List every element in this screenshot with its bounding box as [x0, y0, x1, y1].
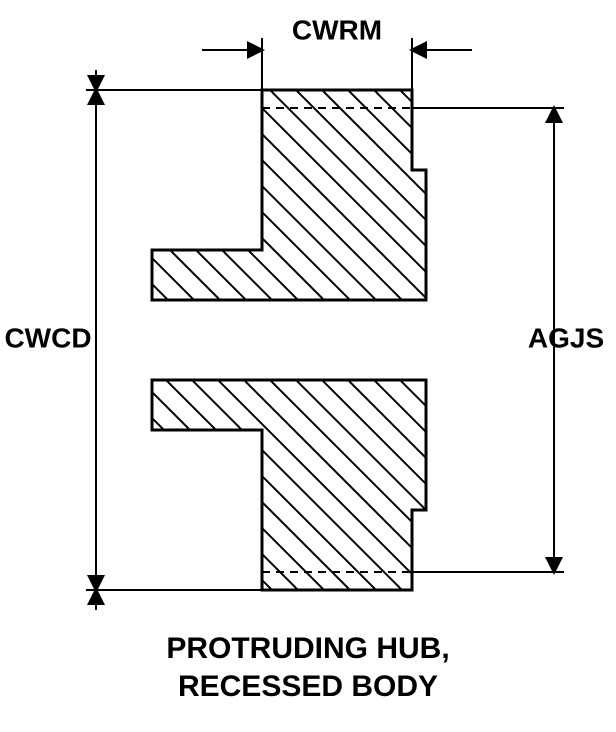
caption-line-2: RECESSED BODY	[0, 668, 616, 706]
hatch-upper	[102, 0, 476, 634]
dimension-cwcd	[86, 70, 262, 610]
cross-section-svg: CWRM CWCD AGJS	[0, 0, 616, 732]
caption-line-1: PROTRUDING HUB,	[0, 630, 616, 668]
label-cwcd: CWCD	[4, 322, 91, 353]
diagram-container: CWRM CWCD AGJS PROTRUDING HUB, RECESSED …	[0, 0, 616, 732]
label-cwrm: CWRM	[292, 14, 382, 45]
upper-section-outline	[152, 90, 426, 300]
caption: PROTRUDING HUB, RECESSED BODY	[0, 630, 616, 705]
dimension-cwrm	[202, 38, 472, 90]
lower-section-outline	[152, 380, 426, 590]
label-agjs: AGJS	[528, 322, 604, 353]
